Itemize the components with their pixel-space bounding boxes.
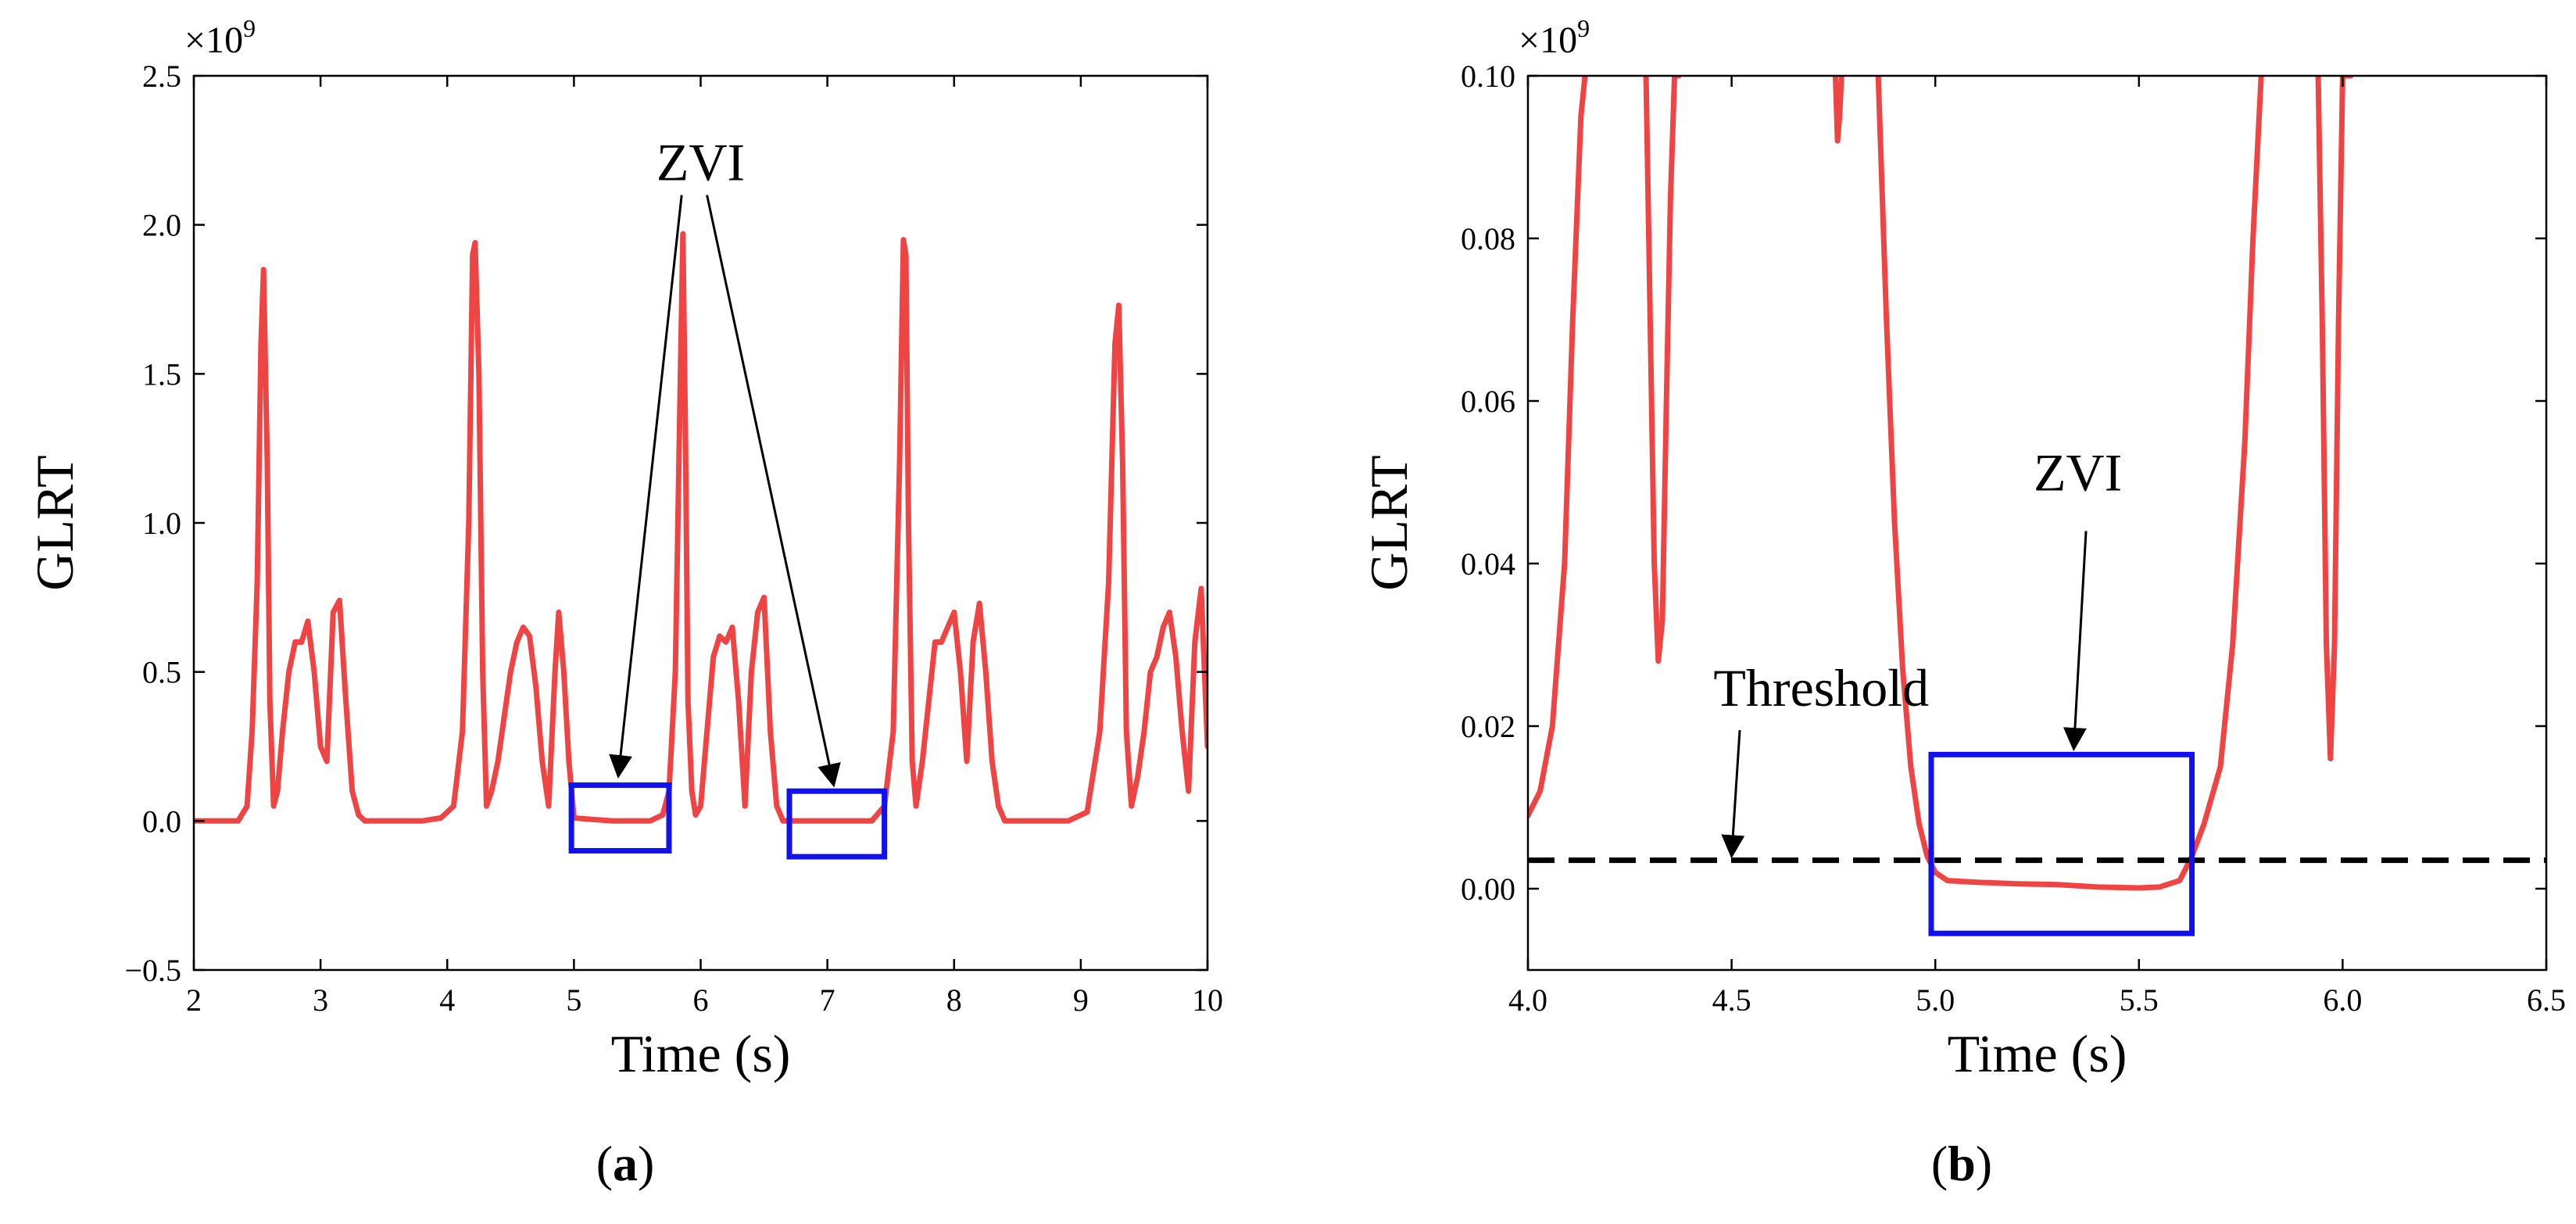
caption-letter: a xyxy=(613,1136,638,1191)
x-axis-label: Time (s) xyxy=(1948,1024,2127,1083)
glrt-series-line xyxy=(1643,76,1682,664)
x-tick-label: 6 xyxy=(693,982,709,1018)
annotation-arrow xyxy=(609,195,683,779)
caption-paren-open: ( xyxy=(596,1136,613,1191)
sci-multiplier: ×109 xyxy=(1519,14,1590,61)
sci-multiplier: ×109 xyxy=(184,14,256,61)
annotation-arrow xyxy=(2063,531,2088,752)
x-tick-label: 5.5 xyxy=(2120,982,2159,1018)
y-tick-label: 0.04 xyxy=(1461,546,1515,582)
plot-area xyxy=(1528,76,2546,891)
sci-exponent: 9 xyxy=(243,14,256,42)
x-axis-label: Time (s) xyxy=(611,1024,791,1083)
glrt-series-line xyxy=(2315,76,2354,762)
y-tick-label: 1.0 xyxy=(142,506,181,541)
annotation-zvi: ZVI xyxy=(2034,442,2122,502)
sci-base: ×10 xyxy=(184,20,243,61)
caption-paren-close: ) xyxy=(638,1136,654,1191)
y-tick-label: 2.5 xyxy=(142,59,181,94)
axes-frame xyxy=(192,74,1209,972)
x-tick-label: 4.5 xyxy=(1712,982,1751,1018)
panel-b: 4.0 4.5 5.0 5.5 6.0 6.5 0.00 0.02 0.04 0.06 0.08 0.… xyxy=(1359,14,2566,1191)
x-tick-label: 9 xyxy=(1073,982,1089,1018)
glrt-series-line xyxy=(1875,76,2264,891)
x-tick-label: 3 xyxy=(313,982,328,1018)
plot-area xyxy=(194,231,1208,824)
x-tick-label: 6.5 xyxy=(2527,982,2566,1018)
glrt-series-line xyxy=(1833,76,1844,144)
glrt-series-line xyxy=(194,231,1208,824)
x-tick-label: 5.0 xyxy=(1916,982,1955,1018)
y-axis-label: GLRT xyxy=(1359,455,1419,590)
x-tick-label: 7 xyxy=(820,982,835,1018)
annotation-arrow xyxy=(706,195,841,788)
x-tick-label: 6.0 xyxy=(2323,982,2362,1018)
x-tick-label: 8 xyxy=(946,982,962,1018)
zvi-box xyxy=(786,788,888,860)
caption-paren-close: ) xyxy=(1976,1136,1992,1191)
y-tick-label: 0.02 xyxy=(1461,709,1515,744)
annotation-zvi: ZVI xyxy=(657,132,745,191)
x-tick-label: 2 xyxy=(186,982,202,1018)
y-tick-label: 2.0 xyxy=(142,208,181,243)
x-tick-label: 5 xyxy=(566,982,581,1018)
y-tick-label: 1.5 xyxy=(142,356,181,392)
y-tick-label: 0.00 xyxy=(1461,871,1515,907)
y-tick-label: 0.06 xyxy=(1461,384,1515,419)
zvi-box xyxy=(1928,751,2195,936)
y-tick-label: 0.10 xyxy=(1461,59,1515,94)
panel-a: 2 3 4 5 6 7 8 9 10−0.50.00.51.01.52.02.5×109Time… xyxy=(25,14,1223,1191)
y-axis-label: GLRT xyxy=(25,455,84,590)
x-tick-label: 10 xyxy=(1192,982,1223,1018)
x-tick-label: 4.0 xyxy=(1508,982,1547,1018)
caption-letter: b xyxy=(1948,1136,1976,1191)
y-tick-label: −0.5 xyxy=(124,953,181,988)
y-tick-label: 0.5 xyxy=(142,655,181,690)
y-tick-label: 0.08 xyxy=(1461,221,1515,256)
sci-base: ×10 xyxy=(1519,20,1577,61)
x-tick-label: 4 xyxy=(439,982,455,1018)
zvi-box xyxy=(568,782,672,854)
axes-frame xyxy=(1526,74,2548,972)
panel-caption: (b) xyxy=(1931,1136,1992,1191)
annotation-arrow xyxy=(1721,730,1745,859)
caption-paren-open: ( xyxy=(1931,1136,1948,1191)
sci-exponent: 9 xyxy=(1577,14,1590,42)
y-tick-label: 0.0 xyxy=(142,803,181,839)
panel-caption: (a) xyxy=(596,1136,655,1191)
glrt-series-line xyxy=(1528,76,1588,818)
annotation-threshold: Threshold xyxy=(1713,658,1929,718)
